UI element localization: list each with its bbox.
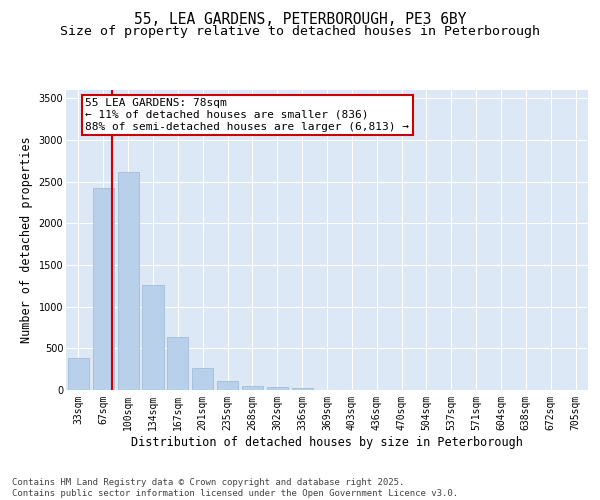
Text: 55, LEA GARDENS, PETERBOROUGH, PE3 6BY: 55, LEA GARDENS, PETERBOROUGH, PE3 6BY [134, 12, 466, 28]
Text: Contains HM Land Registry data © Crown copyright and database right 2025.
Contai: Contains HM Land Registry data © Crown c… [12, 478, 458, 498]
Bar [267, 387, 288, 390]
Bar [192, 368, 213, 390]
Bar [242, 386, 263, 390]
Bar [167, 336, 188, 390]
Bar [292, 388, 313, 390]
Text: 55 LEA GARDENS: 78sqm
← 11% of detached houses are smaller (836)
88% of semi-det: 55 LEA GARDENS: 78sqm ← 11% of detached … [85, 98, 409, 132]
Bar [68, 358, 89, 390]
Bar [118, 172, 139, 390]
Text: Size of property relative to detached houses in Peterborough: Size of property relative to detached ho… [60, 25, 540, 38]
Bar [217, 381, 238, 390]
Y-axis label: Number of detached properties: Number of detached properties [20, 136, 33, 344]
Bar [93, 188, 114, 390]
Bar [142, 285, 164, 390]
X-axis label: Distribution of detached houses by size in Peterborough: Distribution of detached houses by size … [131, 436, 523, 448]
